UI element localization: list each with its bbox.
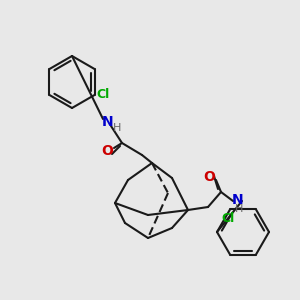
Text: H: H — [113, 123, 121, 133]
Text: N: N — [102, 115, 114, 129]
Text: H: H — [235, 204, 243, 214]
Text: N: N — [232, 193, 244, 207]
Text: O: O — [203, 170, 215, 184]
Text: Cl: Cl — [97, 88, 110, 100]
Text: O: O — [101, 144, 113, 158]
Text: Cl: Cl — [221, 212, 235, 226]
